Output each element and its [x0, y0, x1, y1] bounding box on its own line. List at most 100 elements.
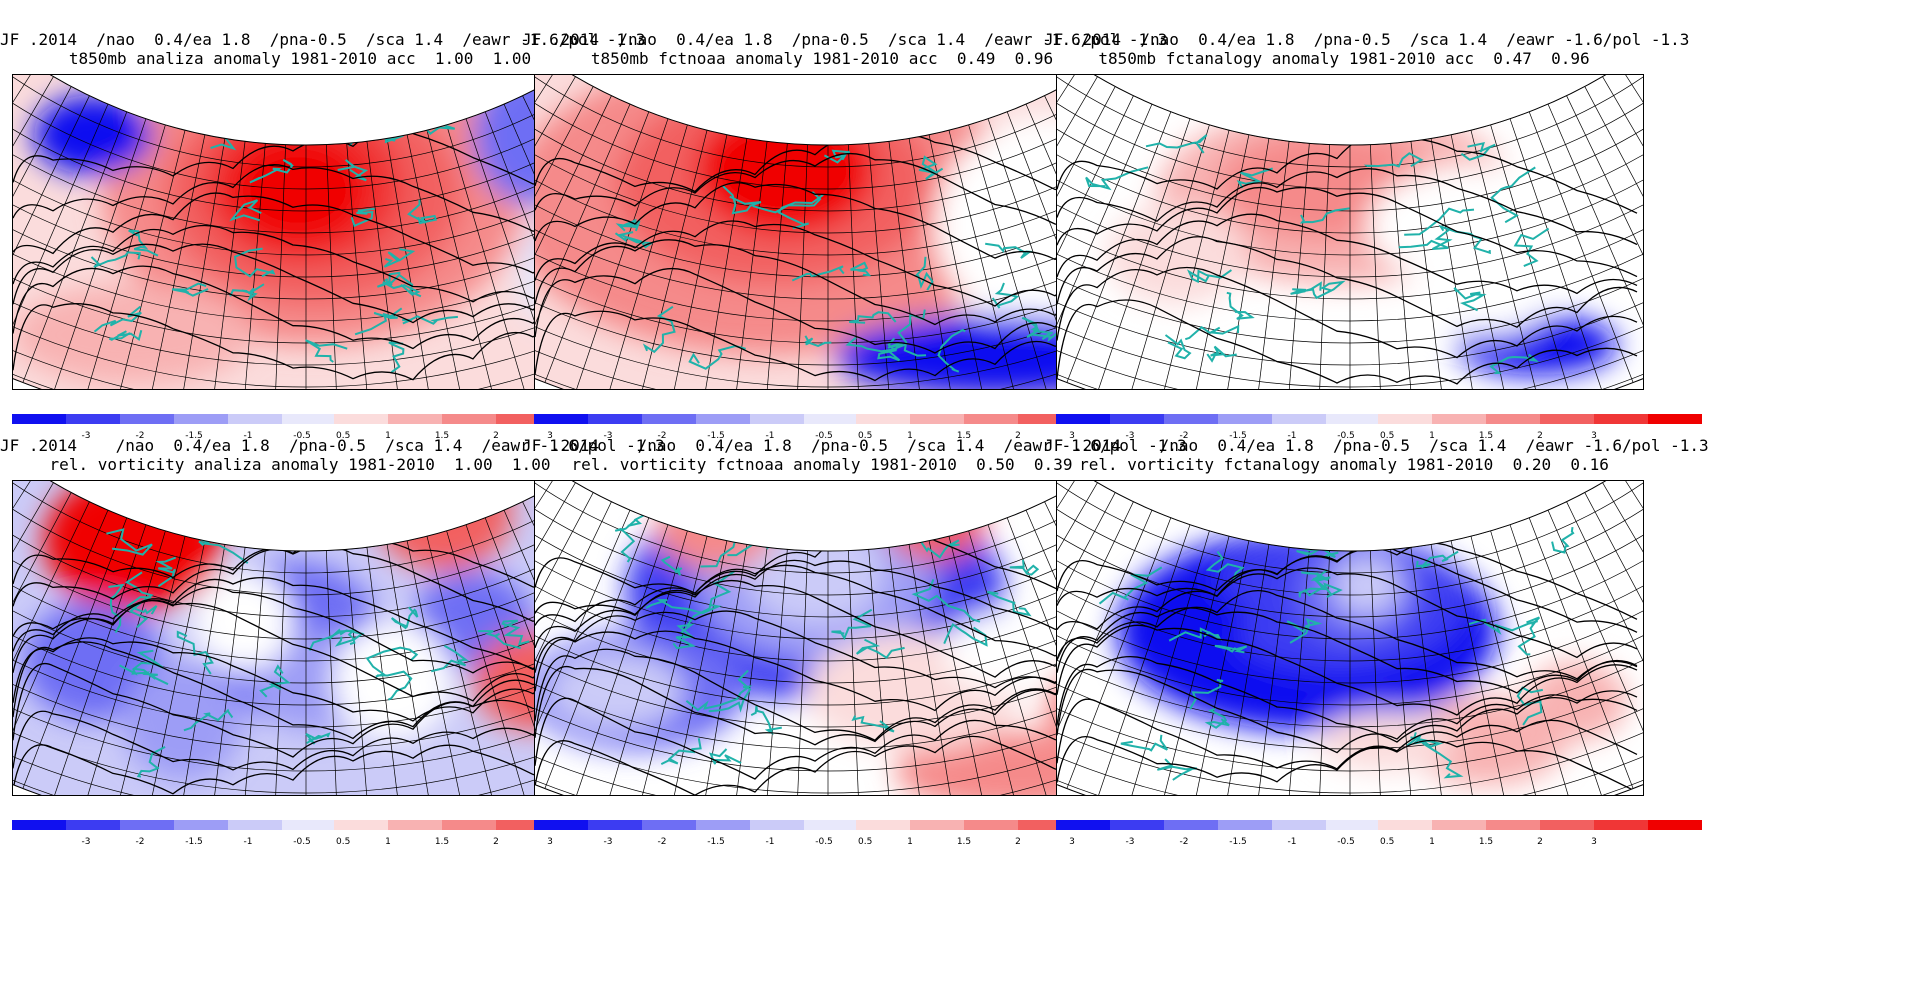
colorbar-swatch: [1540, 820, 1594, 830]
shaded-anomaly-field: [13, 481, 599, 795]
panel-titles: JF .2014 /nao 0.4/ea 1.8 /pna-0.5 /sca 1…: [0, 30, 646, 68]
colorbar-swatch: [1486, 414, 1540, 424]
colorbar-tick-label: 2: [1015, 837, 1021, 847]
colorbar-swatch: [388, 820, 442, 830]
anomaly-map: [1056, 480, 1644, 796]
colorbar-tick-label: 1.5: [957, 431, 971, 441]
anomaly-map: [1056, 74, 1644, 390]
colorbar-tick-label: -1: [1288, 837, 1297, 847]
panel-titles: JF .2014 /nao 0.4/ea 1.8 /pna-0.5 /sca 1…: [522, 30, 1168, 68]
colorbar: -3 -2 -1.5 -1 -0.5 0.5 1 1.5 2 3: [1056, 414, 1702, 448]
colorbar-tick-label: 2: [1537, 431, 1543, 441]
colorbar-swatch: [1056, 414, 1110, 424]
colorbar-tick-label: 0.5: [858, 837, 872, 847]
colorbar-svg: -3 -2 -1.5 -1 -0.5 0.5 1 1.5 2 3: [12, 820, 658, 847]
colorbar-tick-label: -1: [1288, 431, 1297, 441]
colorbar-tick-label: 2: [1015, 431, 1021, 441]
coastlines: [1098, 514, 1575, 781]
contour-lines: [1057, 542, 1638, 793]
colorbar-swatch: [1326, 820, 1380, 830]
colorbar-swatch: [804, 414, 858, 424]
colorbar-swatch: [1018, 820, 1072, 830]
contour-lines: [13, 127, 594, 381]
panel-title-indices: JF .2014 /nao 0.4/ea 1.8 /pna-0.5 /sca 1…: [0, 30, 646, 49]
colorbar-tick-label: -2: [658, 837, 667, 847]
panel-title-field: t850mb fctnoaa anomaly 1981-2010 acc 0.4…: [590, 49, 1054, 68]
colorbar-tick-label: -1.5: [1229, 431, 1247, 441]
colorbar-swatch: [964, 820, 1018, 830]
colorbar-swatch: [1272, 414, 1326, 424]
colorbar-tick-label: 0.5: [858, 431, 872, 441]
colorbar-tick-label: -2: [136, 837, 145, 847]
shaded-anomaly-field: [13, 75, 599, 389]
anomaly-region: [1332, 556, 1402, 616]
map-canvas: [1057, 481, 1643, 795]
colorbar-swatch: [588, 414, 642, 424]
colorbar-tick-label: 0.5: [1380, 431, 1394, 441]
panel-vorticity-fctnoaa: JF .2014 /nao 0.4/ea 1.8 /pna-0.5 /sca 1…: [522, 436, 1187, 906]
colorbar-swatch: [1110, 414, 1164, 424]
panel-vorticity-fctanalogy: JF .2014 /nao 0.4/ea 1.8 /pna-0.5 /sca 1…: [1044, 436, 1709, 906]
colorbar-swatch: [282, 820, 336, 830]
anomaly-region: [945, 195, 1085, 315]
colorbar-tick-label: -3: [1126, 431, 1135, 441]
panel-titles: JF .2014 /nao 0.4/ea 1.8 /pna-0.5 /sca 1…: [0, 436, 665, 474]
contour-lines: [13, 537, 594, 795]
panel-titles: JF .2014 /nao 0.4/ea 1.8 /pna-0.5 /sca 1…: [522, 436, 1187, 474]
colorbar-tick-label: -3: [604, 837, 613, 847]
colorbar-swatch: [856, 414, 910, 424]
coastlines: [1085, 87, 1550, 375]
colorbar-swatch: [442, 414, 496, 424]
colorbar-tick-label: 0.5: [336, 837, 350, 847]
panel-title-field: rel. vorticity fctanalogy anomaly 1981-2…: [1079, 455, 1609, 474]
panel-title-indices: JF .2014 /nao 0.4/ea 1.8 /pna-0.5 /sca 1…: [522, 30, 1168, 49]
lat-lon-grid: [1057, 481, 1643, 795]
colorbar-svg: -3 -2 -1.5 -1 -0.5 0.5 1 1.5 2 3: [1056, 414, 1702, 441]
anomaly-map: [534, 74, 1122, 390]
colorbar-swatch: [228, 820, 282, 830]
colorbar-tick-label: -1: [766, 431, 775, 441]
colorbar-tick-label: 0.5: [336, 431, 350, 441]
colorbar-swatch: [66, 820, 120, 830]
colorbar-swatch: [1378, 820, 1432, 830]
projection-boundary: [535, 75, 1121, 389]
panel-title-indices: JF .2014 /nao 0.4/ea 1.8 /pna-0.5 /sca 1…: [1044, 30, 1690, 49]
colorbar-swatch: [1326, 414, 1380, 424]
colorbar-tick-label: -1: [766, 837, 775, 847]
colorbar-tick-label: -2: [1180, 837, 1189, 847]
projection-boundary: [535, 481, 1121, 795]
colorbar-swatch: [1164, 820, 1218, 830]
colorbar-swatch: [228, 414, 282, 424]
anomaly-region: [228, 135, 368, 245]
colorbar-swatch: [66, 414, 120, 424]
colorbar-swatch: [388, 414, 442, 424]
colorbar-tick-label: -1.5: [185, 837, 203, 847]
anomaly-region: [545, 651, 685, 731]
colorbar-swatch: [1648, 820, 1702, 830]
anomaly-region: [655, 491, 775, 571]
anomaly-region: [1427, 275, 1547, 335]
colorbar-tick-label: -2: [136, 431, 145, 441]
anomaly-region: [745, 516, 885, 626]
colorbar-swatch: [534, 414, 588, 424]
anomaly-region: [885, 481, 985, 561]
panel-title-field: t850mb fctanalogy anomaly 1981-2010 acc …: [1098, 49, 1590, 68]
projection-boundary: [13, 481, 599, 795]
colorbar: -3 -2 -1.5 -1 -0.5 0.5 1 1.5 2 3: [534, 820, 1180, 854]
contour-lines: [535, 532, 1116, 795]
colorbar-tick-label: 1: [385, 431, 391, 441]
colorbar-tick-label: -0.5: [293, 431, 311, 441]
colorbar-tick-label: 1.5: [1479, 837, 1493, 847]
colorbar-swatch: [174, 414, 228, 424]
panel-title-field: rel. vorticity fctnoaa anomaly 1981-2010…: [571, 455, 1073, 474]
colorbar-swatch: [750, 414, 804, 424]
colorbar-tick-label: -1.5: [185, 431, 203, 441]
projection-boundary: [1057, 481, 1643, 795]
colorbar-tick-label: 1: [385, 837, 391, 847]
colorbar-swatch: [696, 820, 750, 830]
projection-boundary: [13, 75, 599, 389]
colorbar-swatch: [1594, 820, 1648, 830]
colorbar-swatch: [12, 414, 66, 424]
colorbar-tick-label: 2: [1537, 837, 1543, 847]
colorbar-swatch: [496, 820, 550, 830]
